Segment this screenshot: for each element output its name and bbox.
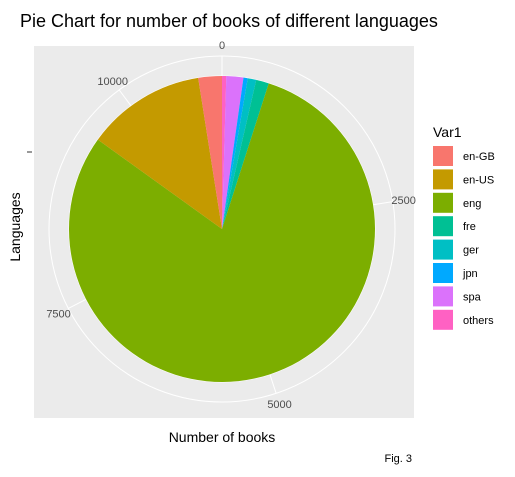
grid-spoke (118, 89, 132, 107)
legend: en-GB en-US eng fre ger jpn spa others (433, 146, 495, 330)
angle-tick-label: 0 (219, 40, 225, 52)
pie-slice-ger (222, 78, 257, 229)
grid-spoke (68, 298, 87, 309)
legend-key-spa (433, 286, 453, 307)
angle-tick-label: 7500 (46, 309, 70, 321)
pie-slice-eng (69, 83, 375, 382)
grid-spoke (269, 374, 277, 394)
legend-title: Var1 (433, 124, 462, 140)
y-axis-title: Languages (7, 192, 23, 261)
angle-tick-label: 2500 (391, 195, 415, 207)
pie-slice-others (222, 76, 227, 229)
pie-slice-jpn (222, 77, 248, 229)
angle-tick-label: 5000 (267, 399, 291, 411)
legend-key-jpn (433, 263, 453, 283)
legend-label-spa: spa (463, 291, 482, 303)
legend-key-others (433, 309, 453, 330)
x-axis-title: Number of books (169, 429, 276, 445)
figure-caption: Fig. 3 (384, 453, 412, 465)
legend-label-eng: eng (463, 198, 481, 210)
legend-label-jpn: jpn (462, 268, 478, 280)
slice-layer (69, 76, 375, 382)
tick-layer: 0 2500 5000 7500 10000 (46, 40, 416, 411)
pie-slice-fre (222, 79, 269, 229)
legend-label-fre: fre (463, 221, 476, 233)
legend-key-en-GB (433, 146, 453, 166)
legend-label-others: others (463, 315, 494, 327)
pie-slice-en-GB (198, 76, 222, 229)
legend-label-en-GB: en-GB (463, 151, 495, 163)
legend-key-eng (433, 192, 453, 213)
angle-tick-label: 10000 (97, 76, 128, 88)
legend-key-fre (433, 216, 453, 237)
legend-key-en-US (433, 169, 453, 190)
legend-label-ger: ger (463, 245, 479, 257)
chart-title: Pie Chart for number of books of differe… (20, 11, 438, 31)
legend-key-ger (433, 239, 453, 260)
grid-spoke (372, 201, 393, 206)
pie-slice-en-US (97, 77, 222, 230)
legend-label-en-US: en-US (463, 174, 494, 186)
pie-slice-spa (222, 76, 244, 230)
